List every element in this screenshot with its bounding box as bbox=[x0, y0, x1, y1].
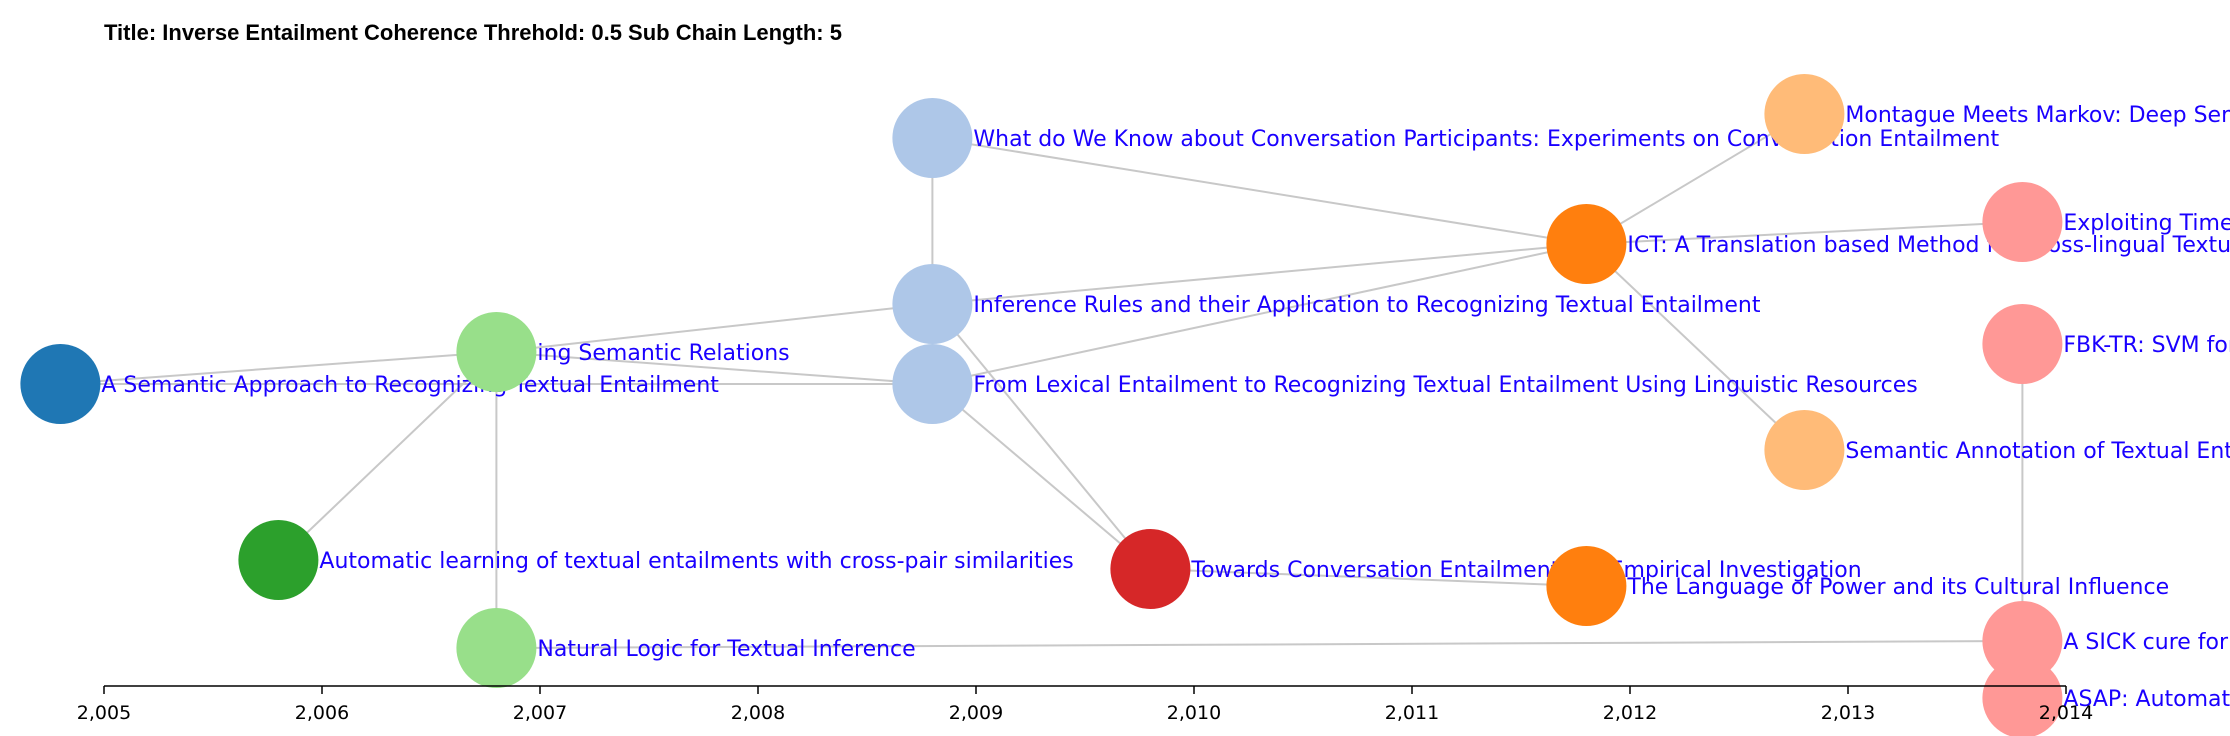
node-n10[interactable] bbox=[1546, 546, 1627, 626]
x-tick-label-9: 2,014 bbox=[2039, 702, 2093, 724]
x-axis: 2,005 2,006 2,007 2,008 2,009 2,010 2,011 2,012… bbox=[77, 685, 2093, 724]
node-label-n13[interactable]: Exploiting Timelines to Enhance Multi-do… bbox=[2063, 211, 2230, 236]
chart-title: Title: Inverse Entailment Coherence Thre… bbox=[104, 20, 842, 45]
edge-n3-n2 bbox=[277, 351, 498, 561]
x-tick-label-1: 2,006 bbox=[295, 702, 349, 724]
node-label-n12[interactable]: Semantic Annotation of Textual Entailmen… bbox=[1845, 439, 2230, 464]
node-n8[interactable] bbox=[1110, 529, 1191, 609]
node-label-n8[interactable]: Towards Conversation Entailment: An Empi… bbox=[1190, 558, 1861, 583]
edge-n9-n13 bbox=[1586, 221, 2023, 245]
x-tick-label-2: 2,007 bbox=[513, 702, 567, 724]
node-label-n9[interactable]: ICT: A Translation based Method for Cros… bbox=[1627, 233, 2230, 258]
node-n11[interactable] bbox=[1764, 74, 1845, 154]
node-n2[interactable] bbox=[238, 520, 319, 600]
edge-n3-n6 bbox=[496, 303, 933, 353]
node-n7[interactable] bbox=[892, 344, 973, 424]
node-label-n4[interactable]: Natural Logic for Textual Inference bbox=[537, 637, 915, 662]
node-label-n2[interactable]: Automatic learning of textual entailment… bbox=[319, 549, 1073, 574]
node-n14[interactable] bbox=[1982, 304, 2063, 384]
node-label-n14[interactable]: FBK-TR: SVM for Semantic Relatedness and… bbox=[2063, 333, 2230, 358]
node-n3[interactable] bbox=[456, 312, 537, 392]
edge-n6-n8 bbox=[931, 303, 1152, 570]
edge-n7-n8 bbox=[931, 383, 1152, 570]
edge-n8-n10 bbox=[1150, 568, 1587, 587]
node-n16[interactable] bbox=[1982, 658, 2063, 736]
node-layer: A Semantic Approach to Recognizing Textu… bbox=[20, 74, 2230, 736]
node-n12[interactable] bbox=[1764, 410, 1845, 490]
node-label-n7[interactable]: From Lexical Entailment to Recognizing T… bbox=[973, 373, 1917, 398]
x-tick-label-3: 2,008 bbox=[731, 702, 785, 724]
node-label-n1[interactable]: A Semantic Approach to Recognizing Textu… bbox=[101, 373, 719, 398]
edge-n5-n9 bbox=[932, 137, 1587, 245]
edge-n4-n15 bbox=[496, 640, 2023, 649]
x-tick-label-6: 2,011 bbox=[1385, 702, 1439, 724]
node-label-n10[interactable]: The Language of Power and its Cultural I… bbox=[1626, 575, 2169, 600]
x-tick-label-0: 2,005 bbox=[77, 702, 131, 724]
node-n6[interactable] bbox=[892, 264, 973, 344]
edge-n9-n11 bbox=[1585, 113, 1805, 245]
node-label-n16[interactable]: ASAP: Automatic Semantic Alignment for P… bbox=[2063, 687, 2230, 712]
node-n15[interactable] bbox=[1982, 601, 2063, 681]
node-label-n15[interactable]: A SICK cure for the evaluation of compos… bbox=[2063, 630, 2230, 655]
node-label-n5[interactable]: What do We Know about Conversation Parti… bbox=[973, 127, 1999, 152]
edge-n1-n3 bbox=[60, 351, 497, 385]
node-n5[interactable] bbox=[892, 98, 973, 178]
x-tick-label-4: 2,009 bbox=[949, 702, 1003, 724]
edge-n9-n12 bbox=[1585, 243, 1806, 451]
edge-n6-n9 bbox=[932, 243, 1587, 305]
edge-n7-n9 bbox=[932, 243, 1587, 385]
edge-n3-n7 bbox=[496, 351, 933, 385]
node-n9[interactable] bbox=[1546, 204, 1627, 284]
x-tick-label-8: 2,013 bbox=[1821, 702, 1875, 724]
x-tick-label-5: 2,010 bbox=[1167, 702, 1221, 724]
node-label-n3[interactable]: ing Semantic Relations bbox=[537, 341, 789, 366]
node-n13[interactable] bbox=[1982, 182, 2063, 262]
x-tick-label-7: 2,012 bbox=[1603, 702, 1657, 724]
edge-layer bbox=[60, 113, 2024, 649]
node-label-n11[interactable]: Montague Meets Markov: Deep Semantics wi… bbox=[1845, 103, 2230, 128]
node-label-n6[interactable]: Inference Rules and their Application to… bbox=[973, 293, 1760, 318]
node-n1[interactable] bbox=[20, 344, 101, 424]
node-n4[interactable] bbox=[456, 608, 537, 688]
